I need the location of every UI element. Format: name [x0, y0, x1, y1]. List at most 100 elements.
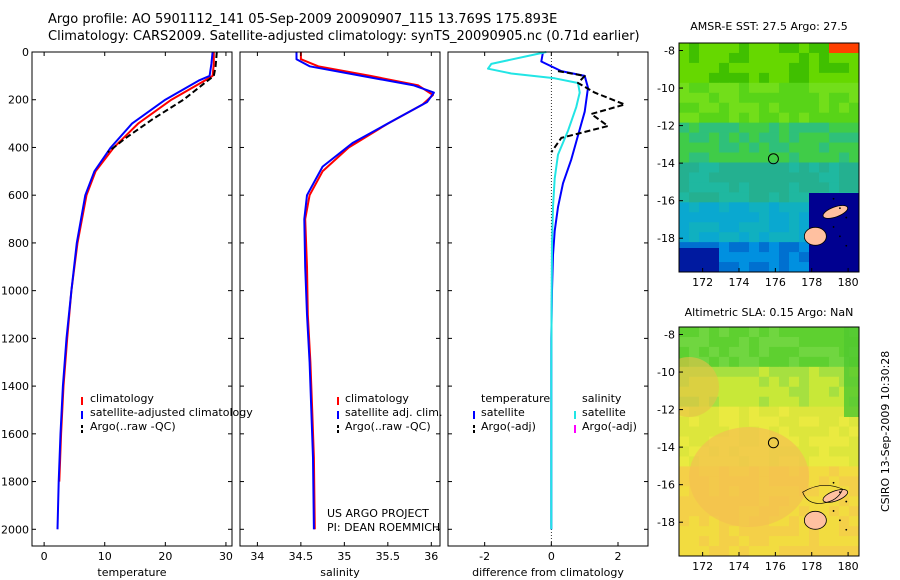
map-cell	[829, 506, 840, 517]
map-cell	[729, 122, 740, 134]
map-cell	[829, 396, 840, 408]
map-cell	[779, 356, 790, 368]
map-cell	[849, 82, 859, 94]
map-cell	[779, 242, 790, 253]
map-cell	[719, 52, 730, 64]
legend-label-climatology: climatology	[345, 392, 409, 405]
x-tick-label: 0	[548, 550, 555, 563]
map-cell	[689, 192, 700, 203]
x-tick-label: 20	[158, 550, 172, 563]
map-x-tick-label: 178	[801, 276, 822, 289]
map-cell	[839, 536, 850, 547]
map-cell	[689, 426, 700, 438]
map-cell	[789, 406, 800, 418]
map-cell	[829, 62, 840, 74]
map-cell	[719, 396, 730, 408]
map-cell	[839, 62, 850, 74]
map-cell	[699, 212, 710, 223]
map-cell	[729, 212, 740, 223]
map-cell	[679, 546, 690, 556]
x-axis-label: temperature	[97, 566, 166, 579]
map-cell	[769, 336, 780, 348]
high-sla-patch	[679, 357, 719, 417]
map-cell	[779, 232, 790, 243]
map-cell	[819, 366, 830, 378]
map-cell	[799, 82, 810, 94]
map-cell	[759, 416, 770, 428]
map-cell	[789, 92, 800, 104]
map-cell	[799, 132, 810, 144]
x-tick-label: 0	[41, 550, 48, 563]
map-cell	[739, 132, 750, 144]
map-cell	[829, 436, 840, 448]
map-cell	[739, 92, 750, 104]
map-cell	[689, 122, 700, 134]
map-cell	[789, 506, 800, 517]
map-cell	[799, 222, 810, 233]
map-cell	[839, 426, 850, 438]
map-cell	[789, 52, 800, 64]
map-cell	[829, 516, 840, 527]
map-cell	[799, 202, 810, 213]
map-cell	[739, 202, 750, 213]
map-cell	[749, 396, 760, 408]
map-cell	[739, 536, 750, 547]
island-viti-levu	[803, 226, 827, 246]
map-cell	[739, 52, 750, 64]
map-cell	[739, 262, 750, 272]
map-cell	[749, 72, 760, 84]
map-cell	[729, 43, 740, 54]
map-cell	[709, 536, 720, 547]
map-cell	[749, 252, 760, 263]
map-cell	[679, 536, 690, 547]
map-cell	[749, 356, 760, 368]
map-cell	[759, 162, 770, 174]
map-cell	[709, 142, 720, 154]
map-cell	[679, 456, 690, 467]
map-cell	[809, 132, 820, 144]
map-cell	[729, 82, 740, 94]
map-cell	[829, 406, 840, 418]
map-cell	[739, 327, 750, 338]
series-line-salinity-satellite	[487, 51, 581, 530]
map-cell	[719, 327, 730, 338]
map-cell	[829, 327, 840, 338]
map-cell	[779, 366, 790, 378]
map-cell	[739, 212, 750, 223]
map-cell	[769, 212, 780, 223]
map-cell	[849, 516, 859, 527]
map-cell	[709, 122, 720, 134]
map-cell	[799, 72, 810, 84]
map-cell	[679, 72, 690, 84]
map-cell	[829, 52, 840, 64]
map-cell	[829, 82, 840, 94]
map-cell	[689, 142, 700, 154]
map-cell	[729, 162, 740, 174]
map-cell	[709, 232, 720, 243]
map-cell	[809, 486, 820, 497]
legend-label-argo: Argo(..raw -QC)	[90, 420, 176, 433]
plot-frame-2	[239, 51, 441, 547]
map-cell	[759, 132, 770, 144]
map-cell	[819, 336, 830, 348]
map-cell	[719, 386, 730, 398]
map-cell	[729, 62, 740, 74]
map-cell	[829, 376, 840, 388]
x-tick-label: 35	[337, 550, 351, 563]
map-cell	[779, 212, 790, 223]
map-cell	[709, 406, 720, 418]
map-cell	[709, 162, 720, 174]
map-cell	[839, 506, 850, 517]
map-cell	[829, 546, 840, 556]
x-axis-label: difference from climatology	[472, 566, 624, 579]
map-cell	[739, 416, 750, 428]
map-cell	[789, 182, 800, 193]
map-cell	[839, 476, 850, 487]
map-cell	[709, 52, 720, 64]
map-cell	[769, 52, 780, 64]
map-cell	[679, 436, 690, 448]
map-cell	[849, 446, 859, 458]
map-x-tick-label: 180	[838, 560, 859, 573]
map-cell	[759, 222, 770, 233]
